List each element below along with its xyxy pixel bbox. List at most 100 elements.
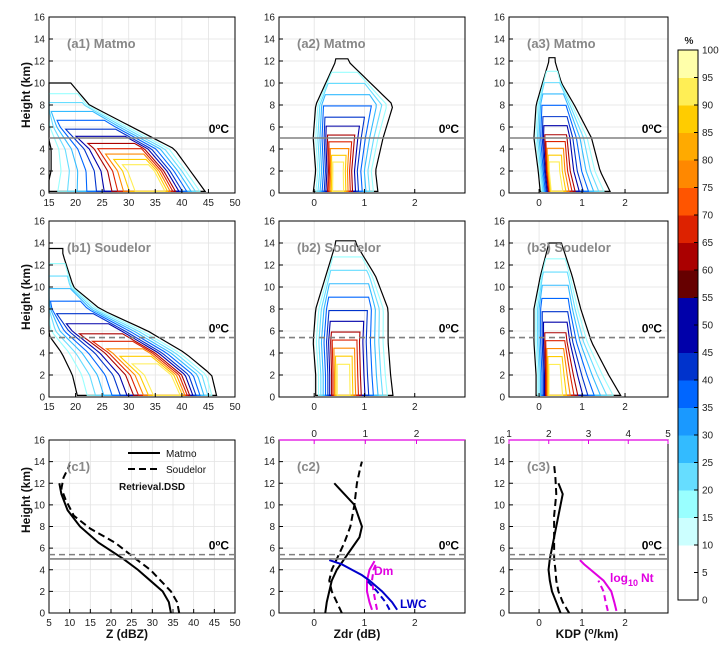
contour-a3-8 xyxy=(545,140,573,192)
contour-b3-11 xyxy=(548,363,564,396)
xtick-label-a3-1: 1 xyxy=(579,198,585,209)
contour-b1-0 xyxy=(48,247,218,396)
contour-a2-7 xyxy=(326,134,356,192)
colorbar-cell-3 xyxy=(678,490,698,518)
contour-a1-11 xyxy=(121,164,166,192)
ytick-label-b1-2: 2 xyxy=(39,371,45,382)
contour-a1-2 xyxy=(48,101,197,192)
contour-a1-1 xyxy=(48,93,201,192)
x-label-kdp: KDP (o/km) xyxy=(556,626,619,641)
contour-a1-6 xyxy=(74,135,180,192)
ytick-label-a1-0: 0 xyxy=(39,189,45,200)
top-tick-label-c2-0: 0 xyxy=(311,429,317,440)
contour-b1-7 xyxy=(77,333,191,396)
retrieval-c2-dm-1 xyxy=(370,560,379,610)
ytick-label-b1-16: 16 xyxy=(34,217,46,228)
xtick-label-a1-50: 50 xyxy=(229,198,241,209)
y-label-row-c: Height (km) xyxy=(19,467,33,533)
ytick-label-c2-4: 4 xyxy=(269,565,275,576)
xtick-label-b3-2: 2 xyxy=(622,402,628,413)
xtick-label-c1-45: 45 xyxy=(209,618,221,629)
contour-a3-4 xyxy=(540,104,590,192)
contour-b1-11 xyxy=(130,363,182,396)
ytick-label-b1-8: 8 xyxy=(39,305,45,316)
xtick-label-c3-1: 1 xyxy=(579,618,585,629)
contours-b2 xyxy=(312,240,394,396)
freezing-label-a3: 0oC xyxy=(642,122,663,136)
xtick-label-a2-2: 2 xyxy=(412,198,418,209)
ytick-label-b2-0: 0 xyxy=(269,393,275,404)
ytick-label-a3-8: 8 xyxy=(499,101,505,112)
top-tick-label-c2-2: 2 xyxy=(414,429,420,440)
xtick-label-a1-40: 40 xyxy=(176,198,188,209)
x-label-z: Z (dBZ) xyxy=(106,627,148,641)
freezing-label-b3: 0oC xyxy=(642,322,663,336)
contour-a1-9 xyxy=(104,153,172,192)
colorbar-cell-14 xyxy=(678,187,698,216)
xtick-label-a1-35: 35 xyxy=(150,198,162,209)
ytick-label-a2-0: 0 xyxy=(269,189,275,200)
ytick-label-c3-4: 4 xyxy=(499,565,505,576)
contours-b3 xyxy=(533,242,622,396)
retrieval-c3-log10-nt-0 xyxy=(579,559,618,612)
contour-a1-8 xyxy=(96,148,174,192)
ytick-label-a3-6: 6 xyxy=(499,123,505,134)
legend-c1: Matmo Soudelor Retrieval.DSD xyxy=(119,449,207,493)
xtick-label-c1-40: 40 xyxy=(188,618,200,629)
top-tick-label-c3-5: 5 xyxy=(665,429,671,440)
panel-title-c1: (c1) xyxy=(67,459,90,474)
panel-title-c3: (c3) xyxy=(527,459,550,474)
ytick-label-b2-4: 4 xyxy=(269,349,275,360)
colorbar-cell-0 xyxy=(678,572,698,601)
ytick-label-a2-2: 2 xyxy=(269,167,275,178)
contour-a1-5 xyxy=(64,128,184,192)
contour-a2-9 xyxy=(329,148,350,192)
contour-a3-3 xyxy=(538,93,595,192)
panel-title-b2: (b2) Soudelor xyxy=(297,240,381,255)
colorbar-label-90: 90 xyxy=(702,101,714,112)
series-c1-soudelor xyxy=(60,464,181,614)
ytick-label-c3-8: 8 xyxy=(499,522,505,533)
ytick-label-b2-12: 12 xyxy=(264,261,276,272)
colorbar-label-25: 25 xyxy=(702,458,714,469)
contour-a3-2 xyxy=(536,82,600,192)
ytick-label-c3-10: 10 xyxy=(494,500,506,511)
contour-b3-0 xyxy=(533,242,622,396)
ytick-label-b2-10: 10 xyxy=(264,283,276,294)
ytick-label-c1-16: 16 xyxy=(34,436,46,447)
ytick-label-b3-12: 12 xyxy=(494,261,506,272)
retrieval-c3-log10-nt-1 xyxy=(597,580,609,612)
ytick-label-b3-8: 8 xyxy=(499,305,505,316)
ytick-label-c1-14: 14 xyxy=(34,457,46,468)
contour-b1-8 xyxy=(90,340,189,396)
colorbar-cell-15 xyxy=(678,160,698,188)
contour-b2-0 xyxy=(312,240,394,396)
contour-b2-5 xyxy=(326,310,370,396)
colorbar-cell-5 xyxy=(678,435,698,463)
ytick-label-b2-8: 8 xyxy=(269,305,275,316)
colorbar-cell-12 xyxy=(678,242,698,271)
contour-b1-4 xyxy=(49,300,201,396)
ytick-label-c2-16: 16 xyxy=(264,436,276,447)
ytick-label-b2-2: 2 xyxy=(269,371,275,382)
colorbar-label-30: 30 xyxy=(702,431,714,442)
ytick-label-c1-0: 0 xyxy=(39,609,45,620)
xtick-label-b1-20: 20 xyxy=(70,402,82,413)
ytick-label-a1-14: 14 xyxy=(34,35,46,46)
panel-title-b1: (b1) Soudelor xyxy=(67,240,151,255)
contour-a1-10 xyxy=(112,158,169,192)
xtick-label-b3-1: 1 xyxy=(579,402,585,413)
colorbar-cell-18 xyxy=(678,77,698,106)
xtick-label-b2-1: 1 xyxy=(362,402,368,413)
contour-a2-1 xyxy=(315,71,387,192)
ytick-label-b1-12: 12 xyxy=(34,261,46,272)
contour-a2-4 xyxy=(321,105,373,192)
contour-b3-10 xyxy=(547,355,568,396)
contour-a1-3 xyxy=(50,110,193,192)
contour-b3-9 xyxy=(546,348,571,396)
xtick-label-a1-30: 30 xyxy=(123,198,135,209)
contour-b2-3 xyxy=(320,283,379,396)
